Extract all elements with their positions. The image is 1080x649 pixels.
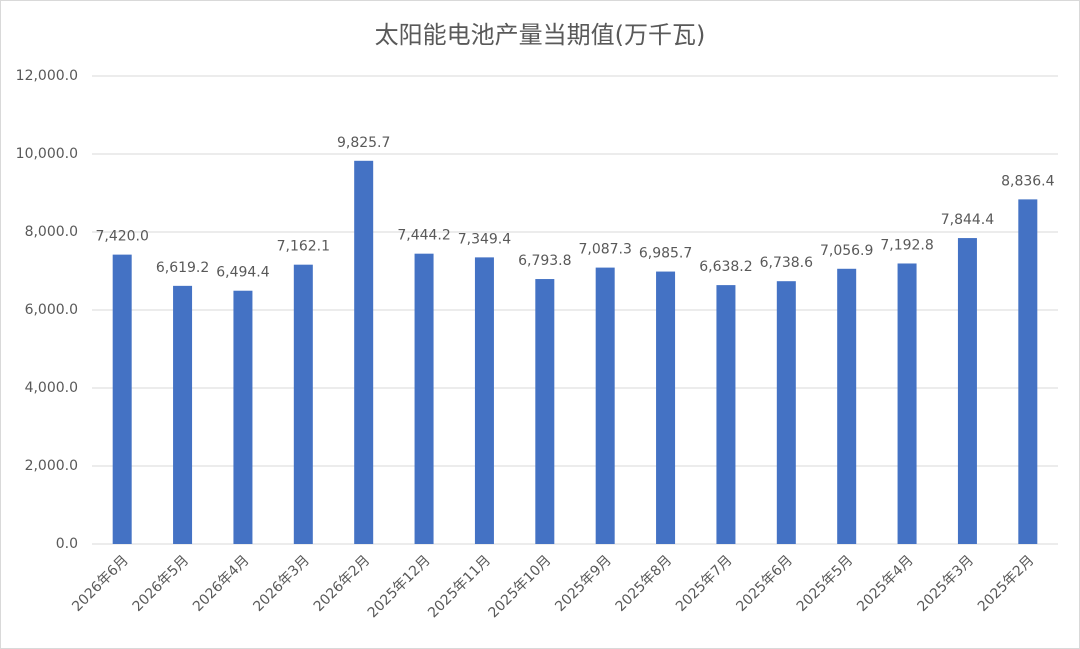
- bar: [173, 285, 193, 544]
- chart-title: 太阳能电池产量当期值(万千瓦): [375, 21, 706, 49]
- bar: [414, 253, 434, 544]
- bar: [535, 279, 555, 544]
- value-label: 6,738.6: [760, 255, 814, 271]
- bar: [776, 281, 796, 544]
- value-label: 8,836.4: [1001, 173, 1055, 189]
- value-label: 7,162.1: [277, 239, 330, 255]
- y-tick-label: 8,000.0: [25, 224, 78, 240]
- value-label: 6,793.8: [518, 253, 571, 269]
- bar: [293, 264, 313, 544]
- y-tick-label: 0.0: [56, 536, 78, 552]
- value-label: 7,192.8: [880, 237, 933, 253]
- value-label: 6,985.7: [639, 246, 692, 262]
- bar: [957, 238, 977, 544]
- value-label: 9,825.7: [337, 135, 390, 151]
- y-tick-label: 6,000.0: [25, 302, 78, 318]
- y-tick-label: 12,000.0: [16, 68, 78, 84]
- y-tick-label: 2,000.0: [25, 458, 78, 474]
- y-tick-label: 4,000.0: [25, 380, 78, 396]
- value-label: 6,619.2: [156, 260, 209, 276]
- bar: [354, 160, 374, 544]
- value-label: 7,087.3: [578, 242, 631, 258]
- bar: [233, 290, 253, 544]
- bar: [716, 285, 736, 544]
- bar: [1018, 199, 1038, 544]
- value-label: 7,844.4: [941, 212, 995, 228]
- value-label: 7,349.4: [458, 231, 512, 247]
- value-label: 6,494.4: [216, 265, 270, 281]
- value-label: 6,638.2: [699, 259, 752, 275]
- bar: [112, 254, 132, 544]
- bar: [595, 267, 615, 544]
- value-label: 7,056.9: [820, 243, 873, 259]
- bar: [837, 268, 857, 544]
- bar: [474, 257, 494, 544]
- value-label: 7,420.0: [95, 229, 148, 245]
- bar: [897, 263, 917, 544]
- value-label: 7,444.2: [397, 228, 450, 244]
- bar: [656, 271, 676, 544]
- y-tick-label: 10,000.0: [16, 146, 78, 162]
